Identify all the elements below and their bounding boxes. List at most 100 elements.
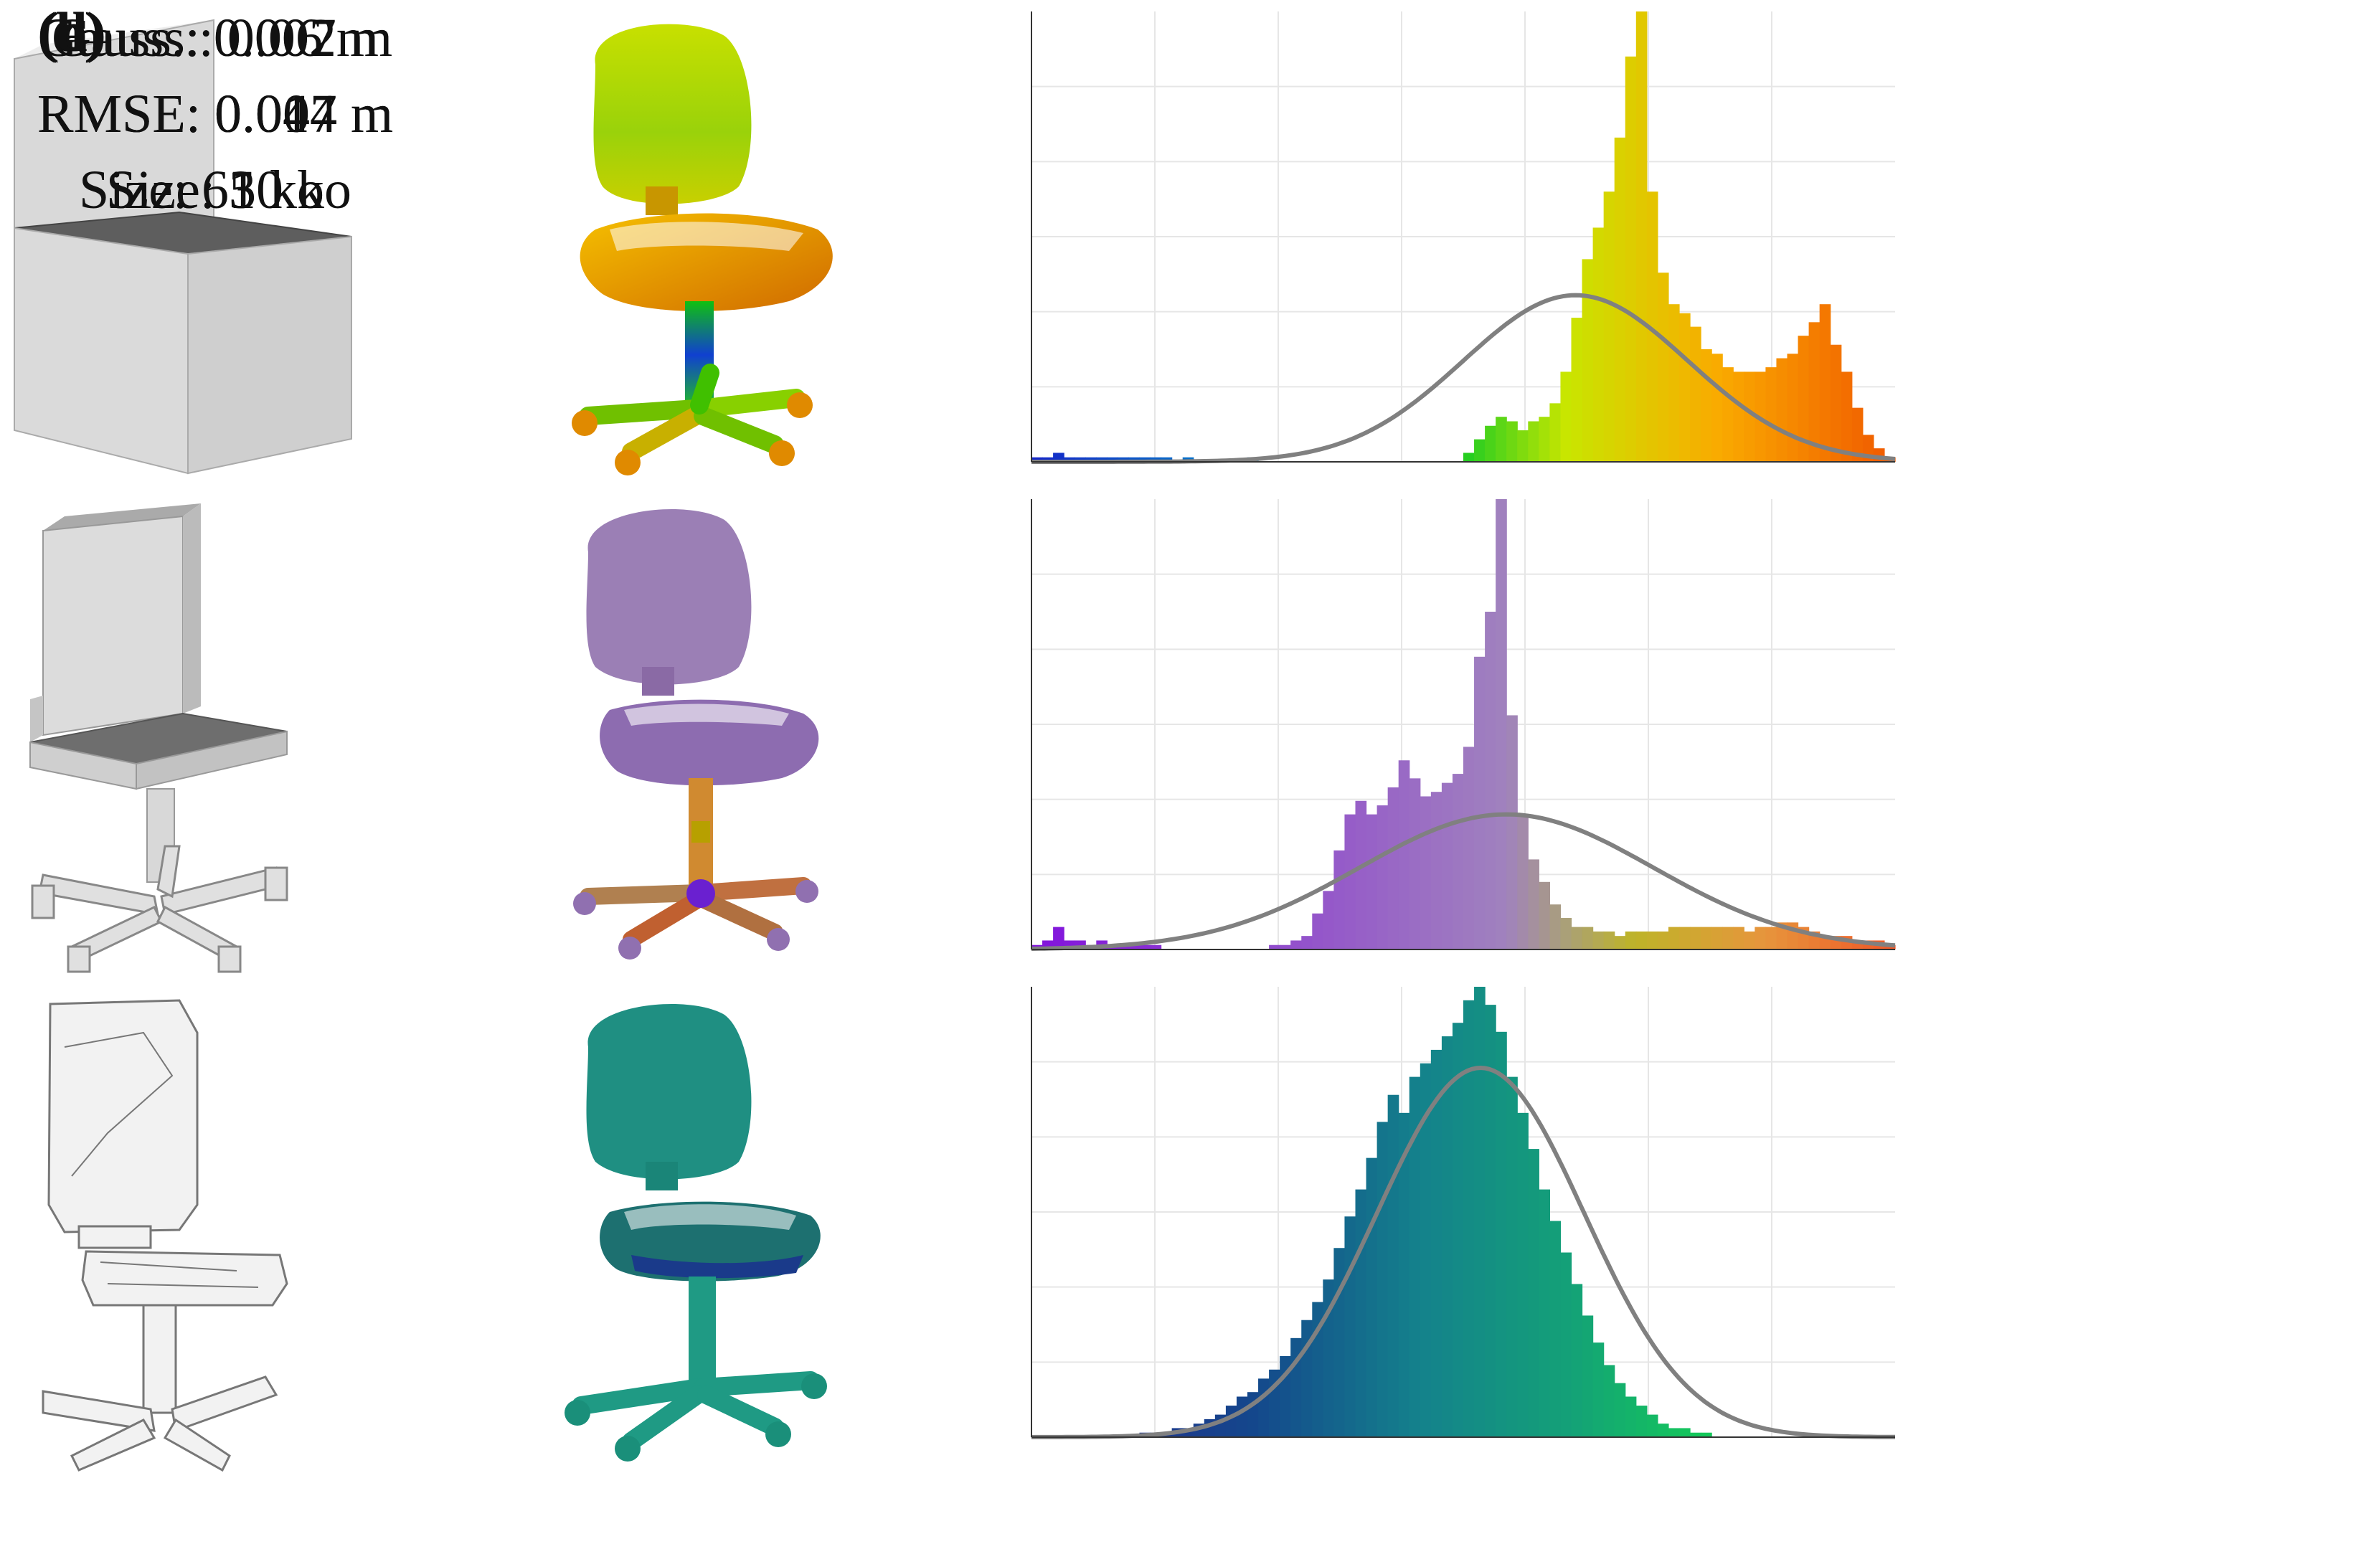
histogram-bar bbox=[1539, 417, 1550, 462]
histogram-bar bbox=[1851, 407, 1864, 462]
histogram-bar bbox=[1528, 859, 1539, 949]
histogram-bar bbox=[1614, 1383, 1626, 1437]
histogram-bar bbox=[1830, 344, 1842, 462]
model-voxel-chair bbox=[42, 999, 288, 1472]
histogram-bar bbox=[1690, 326, 1701, 462]
histogram-bar bbox=[1139, 457, 1151, 462]
histogram-bar bbox=[1409, 778, 1421, 949]
histogram-chart-2 bbox=[1031, 499, 1896, 951]
histogram-bar bbox=[1107, 457, 1118, 462]
histogram-bar bbox=[1787, 354, 1799, 462]
histogram-bar bbox=[1085, 457, 1097, 462]
histogram-chart-3 bbox=[1031, 987, 1895, 1439]
column-label-b: (b) bbox=[37, 1, 106, 63]
histogram-bar bbox=[1571, 927, 1583, 949]
histogram-bar bbox=[1560, 918, 1572, 949]
histogram-bar bbox=[1398, 1112, 1410, 1437]
histogram-bar bbox=[1646, 931, 1658, 949]
histogram-bar bbox=[1064, 457, 1075, 462]
histogram-bar bbox=[1366, 1157, 1378, 1437]
histogram-bar bbox=[1075, 457, 1086, 462]
histogram-bar bbox=[1096, 457, 1108, 462]
histogram-bar bbox=[1657, 273, 1669, 462]
histogram-bar bbox=[1441, 1036, 1453, 1437]
histogram-bar bbox=[1474, 439, 1486, 462]
stats-block-3: Gauss.: 0.002 m RMSE: 0.007 m Size: 630 … bbox=[0, 0, 430, 228]
histogram-bar bbox=[1387, 787, 1399, 949]
histogram-bar bbox=[1376, 1122, 1389, 1437]
histogram-bar bbox=[1344, 814, 1356, 949]
histogram-bar bbox=[1517, 430, 1529, 462]
histogram-bar bbox=[1592, 931, 1605, 949]
histogram-bar bbox=[1668, 927, 1680, 949]
histogram-bar bbox=[1744, 931, 1755, 949]
histogram-bar bbox=[1539, 1189, 1550, 1437]
histogram-bar bbox=[1614, 936, 1626, 949]
histogram-bar bbox=[1333, 850, 1346, 949]
histogram-bar bbox=[1560, 1252, 1572, 1437]
histogram-bar bbox=[1744, 371, 1755, 462]
column-label-a: (a) bbox=[39, 1, 105, 63]
histogram-bar bbox=[1646, 1414, 1658, 1437]
histogram-bar bbox=[1690, 927, 1701, 949]
histogram-bar bbox=[1301, 936, 1313, 949]
histogram-bar bbox=[1549, 904, 1562, 949]
histogram-bar bbox=[1711, 927, 1723, 949]
histogram-bar bbox=[1765, 367, 1777, 462]
histogram-bar bbox=[1733, 927, 1744, 949]
gaussian-fit-curve bbox=[1031, 812, 1896, 951]
histogram-bar bbox=[1711, 354, 1723, 462]
histogram-bar bbox=[1463, 1000, 1475, 1437]
histogram-bar bbox=[1592, 227, 1605, 462]
histogram-bar bbox=[1441, 782, 1453, 949]
histogram-bar bbox=[1355, 1189, 1367, 1437]
histogram-bar bbox=[1733, 371, 1744, 462]
histogram-bar bbox=[1474, 987, 1486, 1437]
histogram-bar bbox=[1280, 944, 1291, 949]
histogram-bar bbox=[1819, 304, 1831, 462]
histogram-bar bbox=[1139, 944, 1151, 949]
histogram-bar bbox=[1668, 304, 1680, 462]
histogram-bar bbox=[1118, 457, 1130, 462]
histogram-bar bbox=[1485, 425, 1496, 462]
histogram-bar bbox=[1798, 336, 1810, 462]
histogram-bar bbox=[1506, 1076, 1518, 1437]
column-label-c: (c) bbox=[40, 1, 103, 63]
histogram-bar bbox=[1679, 927, 1691, 949]
histogram-bar bbox=[1269, 944, 1280, 949]
point-cloud-teal-chair bbox=[565, 1004, 827, 1462]
histogram-bar bbox=[1528, 1149, 1539, 1437]
histogram-bar bbox=[1592, 1342, 1605, 1437]
histogram-bar bbox=[1701, 349, 1712, 462]
histogram-bar bbox=[1225, 1406, 1237, 1437]
histogram-bar bbox=[1150, 944, 1162, 949]
histogram-bar bbox=[1657, 1424, 1669, 1437]
histogram-bar bbox=[1042, 457, 1054, 462]
histogram-bar bbox=[1323, 891, 1334, 949]
histogram-bar bbox=[1635, 931, 1648, 949]
histogram-bar bbox=[1722, 367, 1734, 462]
histogram-bar bbox=[1884, 944, 1896, 949]
histogram-bar bbox=[1485, 1005, 1496, 1437]
histogram-bar bbox=[1679, 313, 1691, 462]
histogram-bar bbox=[1496, 417, 1507, 462]
rmse-value: RMSE: 0.044 m bbox=[37, 84, 394, 144]
histogram-bar bbox=[1258, 1378, 1270, 1437]
histogram-bar bbox=[1053, 453, 1064, 462]
histogram-bar bbox=[1776, 358, 1788, 462]
histogram-bar bbox=[1755, 927, 1766, 949]
rmse-value: RMSE: 0.014 m bbox=[37, 84, 394, 144]
histogram-bar bbox=[1582, 1315, 1594, 1437]
histogram-bar bbox=[1539, 881, 1550, 949]
histogram-bar bbox=[1376, 805, 1389, 949]
model-parametric-chair bbox=[29, 503, 288, 973]
histogram-bar bbox=[1690, 1432, 1701, 1437]
histogram-bar bbox=[1560, 371, 1572, 462]
histogram-bar bbox=[1679, 1428, 1691, 1437]
column-label-d: (d) bbox=[37, 1, 106, 63]
gaussian-fit-curve bbox=[1031, 1065, 1895, 1439]
gauss-value: Gauss.: 0.007 m bbox=[38, 8, 392, 68]
histogram-bar bbox=[1344, 1216, 1356, 1437]
histogram-bar bbox=[1452, 774, 1464, 949]
histogram-bar bbox=[1128, 944, 1141, 949]
